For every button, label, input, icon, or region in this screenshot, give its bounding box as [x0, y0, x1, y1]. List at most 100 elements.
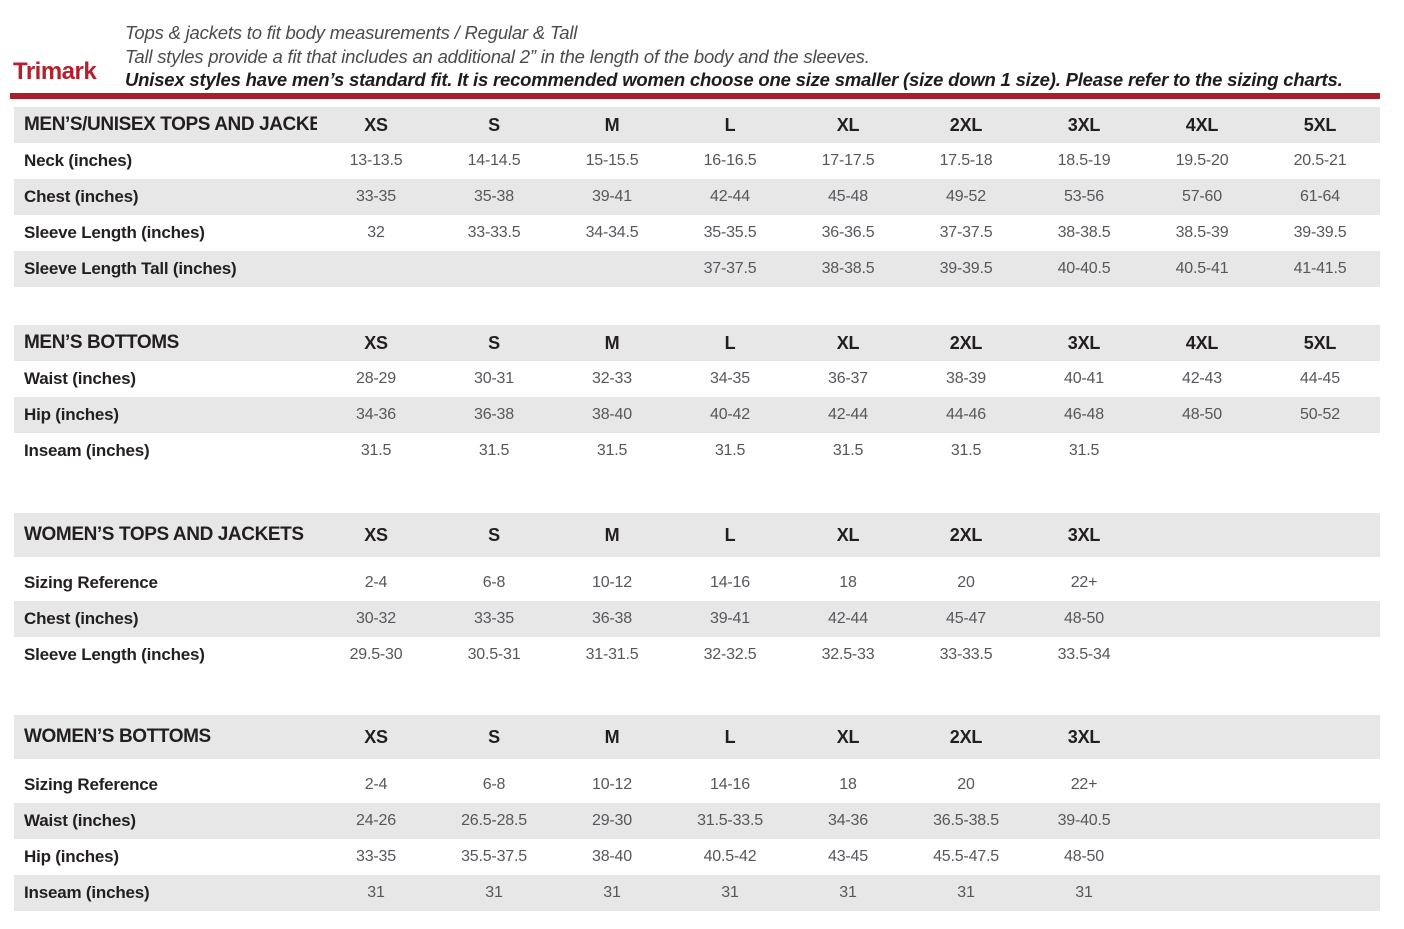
cell-value: 30-31	[474, 370, 514, 387]
table-row: Neck (inches) 13-13.5 14-14.5 15-15.5 16-16.…	[14, 143, 1380, 179]
column-header: 2XL	[949, 524, 983, 545]
cell-value: 37-37.5	[939, 224, 993, 241]
cell-value: 49-52	[946, 188, 986, 205]
cell-value: 32-32.5	[703, 646, 757, 663]
column-header: 2XL	[949, 332, 983, 353]
cell-value: 39-41	[710, 610, 750, 627]
cell-value: 10-12	[592, 574, 632, 591]
cell-value: 34-36	[356, 406, 396, 423]
cell-value: 39-41	[592, 188, 632, 205]
cell-value: 36-36.5	[821, 224, 875, 241]
cell-value: 43-45	[828, 848, 868, 865]
column-header: M	[604, 114, 620, 135]
intro-text-block: Tops & jackets to fit body measurements …	[125, 0, 1404, 92]
cell-value: 22+	[1070, 574, 1098, 591]
cell-value: 31.5	[360, 442, 392, 459]
column-header: M	[604, 524, 620, 545]
cell-value: 32.5-33	[821, 646, 875, 663]
table-body: Sizing Reference 2-4 6-8 10-12 14-16 18 20 22+ W…	[14, 767, 1380, 911]
cell-value: 38.5-39	[1175, 224, 1229, 241]
row-label: Chest (inches)	[24, 609, 139, 628]
cell-value: 19.5-20	[1175, 152, 1229, 169]
cell-value: 17-17.5	[821, 152, 875, 169]
cell-value: 39-39.5	[1293, 224, 1347, 241]
table-title: MEN’S/UNISEX TOPS AND JACKETS	[24, 114, 317, 135]
cell-value: 14-14.5	[467, 152, 521, 169]
column-header: S	[488, 524, 500, 545]
row-label: Sleeve Length Tall (inches)	[24, 259, 237, 278]
cell-value: 38-38.5	[821, 260, 875, 277]
cell-value: 2-4	[364, 574, 388, 591]
table-body: Sizing Reference 2-4 6-8 10-12 14-16 18 20 22+ C…	[14, 565, 1380, 673]
cell-value: 53-56	[1064, 188, 1104, 205]
cell-value: 35-35.5	[703, 224, 757, 241]
row-label: Sleeve Length (inches)	[24, 645, 205, 664]
cell-value: 31.5	[950, 442, 982, 459]
row-label: Neck (inches)	[24, 151, 132, 170]
cell-value: 17.5-18	[939, 152, 993, 169]
cell-value: 38-38.5	[1057, 224, 1111, 241]
column-header: S	[488, 332, 500, 353]
cell-value: 46-48	[1064, 406, 1104, 423]
table-body: Waist (inches) 28-29 30-31 32-33 34-35 36-37 3…	[14, 361, 1380, 469]
cell-value: 36-38	[592, 610, 632, 627]
cell-value: 22+	[1070, 776, 1098, 793]
column-header: 3XL	[1067, 332, 1101, 353]
table-row: Waist (inches) 28-29 30-31 32-33 34-35 36-37 3…	[14, 361, 1380, 397]
column-header: 5XL	[1303, 114, 1337, 135]
table-row: Sizing Reference 2-4 6-8 10-12 14-16 18 20 22+	[14, 565, 1380, 601]
column-header: XS	[364, 332, 388, 353]
cell-value: 61-64	[1300, 188, 1340, 205]
cell-value: 37-37.5	[703, 260, 757, 277]
intro-line-1: Tops & jackets to fit body measurements …	[125, 22, 578, 43]
size-table: WOMEN’S TOPS AND JACKETS XS S M L XL 2XL 3XL Siz…	[14, 513, 1380, 673]
table-row: Chest (inches) 33-35 35-38 39-41 42-44 45-48 4…	[14, 179, 1380, 215]
cell-value: 29.5-30	[349, 646, 403, 663]
cell-value: 38-40	[592, 848, 632, 865]
column-header: M	[604, 332, 620, 353]
column-header: 3XL	[1067, 114, 1101, 135]
cell-value: 45.5-47.5	[933, 848, 999, 865]
column-header: S	[488, 114, 500, 135]
cell-value: 33.5-34	[1057, 646, 1111, 663]
column-header: XS	[364, 114, 388, 135]
cell-value: 38-40	[592, 406, 632, 423]
cell-value: 40.5-41	[1175, 260, 1229, 277]
cell-value: 36-38	[474, 406, 514, 423]
table-row: Inseam (inches) 31 31 31 31 31 31 31	[14, 875, 1380, 911]
cell-value: 31.5	[832, 442, 864, 459]
cell-value: 14-16	[710, 776, 750, 793]
table-header-row: MEN’S/UNISEX TOPS AND JACKETS XS S M L XL 2XL 3…	[14, 107, 1380, 143]
cell-value: 31	[1075, 884, 1093, 901]
column-header: 3XL	[1067, 524, 1101, 545]
column-header: XL	[836, 332, 860, 353]
column-header: XL	[836, 726, 860, 747]
cell-value: 39-40.5	[1057, 812, 1111, 829]
cell-value: 40-40.5	[1057, 260, 1111, 277]
cell-value: 33-35	[356, 188, 396, 205]
column-header: L	[724, 332, 736, 353]
tables-container: MEN’S/UNISEX TOPS AND JACKETS XS S M L XL 2XL 3…	[14, 107, 1380, 911]
column-header: XS	[364, 726, 388, 747]
cell-value: 34-35	[710, 370, 750, 387]
column-header: XL	[836, 524, 860, 545]
cell-value: 42-44	[828, 406, 868, 423]
cell-value: 33-33.5	[939, 646, 993, 663]
cell-value: 34-34.5	[585, 224, 639, 241]
column-header: XS	[364, 524, 388, 545]
cell-value: 18	[839, 776, 857, 793]
size-table: MEN’S BOTTOMS XS S M L XL 2XL 3XL 4XL 5XL Waist (i…	[14, 325, 1380, 469]
cell-value: 48-50	[1064, 610, 1104, 627]
table-header-row: WOMEN’S TOPS AND JACKETS XS S M L XL 2XL 3XL	[14, 513, 1380, 557]
row-label: Sizing Reference	[24, 573, 158, 592]
row-label: Sizing Reference	[24, 775, 158, 794]
table-title: MEN’S BOTTOMS	[24, 332, 179, 353]
column-header: L	[724, 726, 736, 747]
column-header: 2XL	[949, 114, 983, 135]
cell-value: 13-13.5	[349, 152, 403, 169]
table-row: Inseam (inches) 31.5 31.5 31.5 31.5 31.5 31.5 3…	[14, 433, 1380, 469]
row-label: Sleeve Length (inches)	[24, 223, 205, 242]
cell-value: 35.5-37.5	[461, 848, 527, 865]
cell-value: 16-16.5	[703, 152, 757, 169]
cell-value: 33-35	[356, 848, 396, 865]
